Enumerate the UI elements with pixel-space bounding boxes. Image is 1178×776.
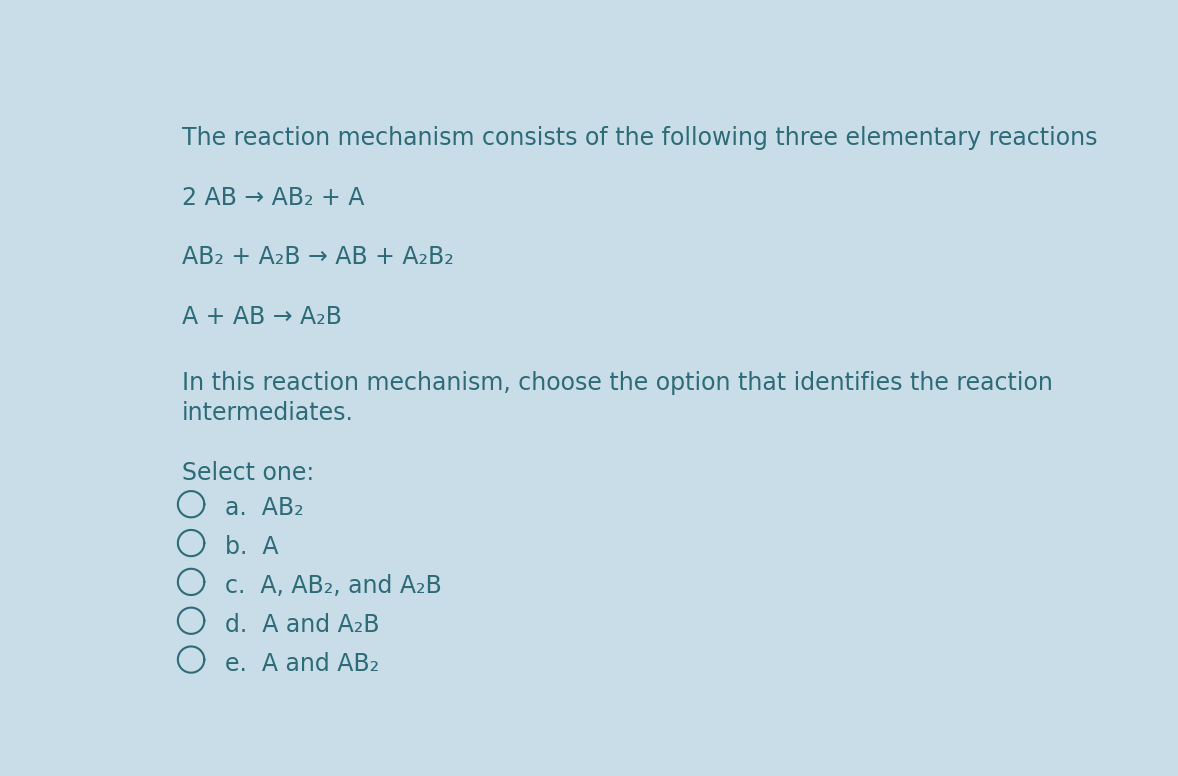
Text: c.  A, AB₂, and A₂B: c. A, AB₂, and A₂B: [225, 574, 442, 598]
Text: Select one:: Select one:: [181, 461, 315, 484]
Text: In this reaction mechanism, choose the option that identifies the reaction: In this reaction mechanism, choose the o…: [181, 371, 1053, 395]
Text: b.  A: b. A: [225, 535, 278, 559]
Text: d.  A and A₂B: d. A and A₂B: [225, 613, 379, 637]
Text: 2 AB → AB₂ + A: 2 AB → AB₂ + A: [181, 185, 364, 210]
Text: The reaction mechanism consists of the following three elementary reactions: The reaction mechanism consists of the f…: [181, 126, 1098, 150]
Text: a.  AB₂: a. AB₂: [225, 497, 304, 521]
Text: AB₂ + A₂B → AB + A₂B₂: AB₂ + A₂B → AB + A₂B₂: [181, 245, 454, 269]
Text: intermediates.: intermediates.: [181, 401, 353, 424]
Text: e.  A and AB₂: e. A and AB₂: [225, 652, 379, 676]
Text: A + AB → A₂B: A + AB → A₂B: [181, 305, 342, 329]
